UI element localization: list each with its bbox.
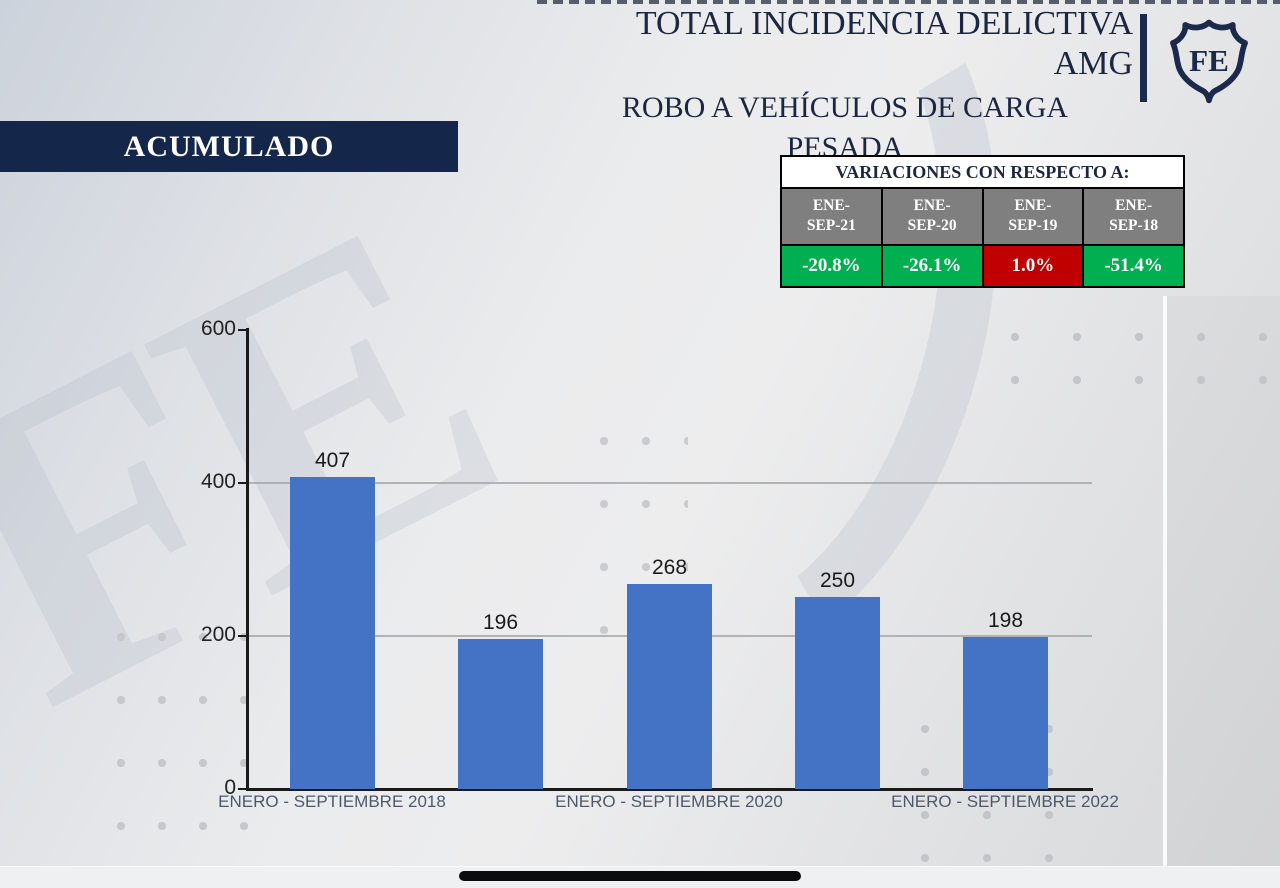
home-indicator[interactable] xyxy=(459,871,801,881)
logo-text: FE xyxy=(1189,43,1229,78)
period-line: SEP-20 xyxy=(907,217,957,234)
period-line: ENE- xyxy=(1115,197,1153,214)
variation-value: -51.4% xyxy=(1084,246,1183,286)
title-separator xyxy=(1140,14,1147,102)
period-line: ENE- xyxy=(913,197,951,214)
cropped-text-edge xyxy=(537,0,1280,4)
y-tick xyxy=(238,482,248,484)
variation-value: -26.1% xyxy=(882,246,982,286)
y-tick-label: 0 xyxy=(224,776,236,799)
period-header: ENE- SEP-18 xyxy=(1084,189,1183,244)
period-line: ENE- xyxy=(1014,197,1052,214)
y-tick xyxy=(238,329,248,331)
period-line: SEP-19 xyxy=(1008,217,1058,234)
period-line: SEP-18 xyxy=(1109,217,1159,234)
dot-grid xyxy=(112,628,264,843)
dot-grid xyxy=(1006,328,1280,416)
bar-value-label: 250 xyxy=(819,569,856,592)
x-tick-label: ENERO - SEPTIEMBRE 2020 xyxy=(555,792,783,811)
title-line-2: AMG xyxy=(1053,45,1133,82)
variations-title: VARIACIONES CON RESPECTO A: xyxy=(782,157,1183,187)
gridline-400 xyxy=(249,482,1092,484)
period-header: ENE- SEP-20 xyxy=(882,189,982,244)
x-tick-label: ENERO - SEPTIEMBRE 2022 xyxy=(891,792,1119,811)
y-tick-label: 200 xyxy=(200,623,236,646)
bar-2018: 407 xyxy=(290,449,375,789)
period-line: SEP-21 xyxy=(806,217,856,234)
subtitle-line-1: ROBO A VEHÍCULOS DE CARGA xyxy=(621,91,1069,124)
bar-value-label: 196 xyxy=(482,611,519,634)
banner-label: ACUMULADO xyxy=(123,129,335,163)
bar-value-label: 407 xyxy=(314,449,351,472)
shield-outline-icon xyxy=(1170,19,1248,104)
bar-value-label: 198 xyxy=(987,609,1024,632)
period-line: ENE- xyxy=(812,197,850,214)
period-header: ENE- SEP-19 xyxy=(983,189,1083,244)
bar-2020: 268 xyxy=(627,556,712,789)
acumulado-banner: ACUMULADO xyxy=(0,121,458,172)
y-tick xyxy=(238,635,248,637)
bar-2019: 196 xyxy=(458,611,543,789)
variation-value: 1.0% xyxy=(983,246,1083,286)
bar-2022: 198 xyxy=(963,609,1048,789)
bar-value-label: 268 xyxy=(651,556,688,579)
title-line-1: TOTAL INCIDENCIA DELICTIVA xyxy=(635,5,1133,42)
y-tick-label: 400 xyxy=(200,470,236,493)
y-axis xyxy=(246,328,249,791)
fe-shield-logo: FE xyxy=(1170,19,1248,104)
period-header: ENE- SEP-21 xyxy=(782,189,881,244)
variations-table: VARIACIONES CON RESPECTO A: ENE- SEP-21 … xyxy=(780,155,1185,288)
page-title: TOTAL INCIDENCIA DELICTIVA AMG xyxy=(636,4,1133,84)
panel-seam xyxy=(1163,296,1167,866)
x-tick-label: ENERO - SEPTIEMBRE 2018 xyxy=(218,792,446,811)
y-tick xyxy=(238,788,248,790)
bar-2021: 250 xyxy=(795,569,880,789)
y-tick-label: 600 xyxy=(200,317,236,340)
x-axis xyxy=(246,788,1093,791)
variation-value: -20.8% xyxy=(782,246,881,286)
